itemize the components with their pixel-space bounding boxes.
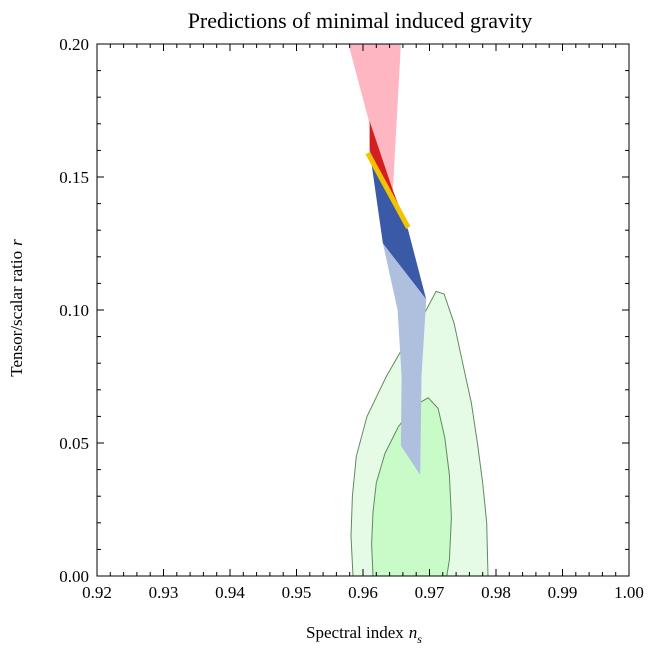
y-tick-label: 0.15 [59, 168, 89, 187]
x-axis-label-text: Spectral index [306, 623, 404, 642]
y-tick-label: 0.10 [59, 301, 89, 320]
x-axis-label-sub: s [417, 632, 422, 646]
x-tick-label: 0.98 [481, 583, 511, 602]
y-axis-label-text: Tensor/scalar ratio [7, 251, 26, 377]
x-tick-label: 0.97 [415, 583, 445, 602]
line-yellow-line [365, 151, 411, 229]
region-light-blue-band [382, 243, 427, 475]
y-tick-label: 0.20 [59, 35, 89, 54]
region-pink-band [348, 44, 401, 191]
x-tick-label: 0.93 [149, 583, 179, 602]
regions-layer [348, 44, 489, 577]
y-axis-label: Tensor/scalar ratio r [7, 239, 26, 377]
x-axis-label-var: n [409, 623, 418, 642]
x-axis-label: Spectral index ns [306, 623, 422, 646]
x-tick-label: 0.92 [82, 583, 112, 602]
x-tick-label: 0.96 [348, 583, 378, 602]
x-tick-label: 1.00 [614, 583, 644, 602]
y-tick-label: 0.05 [59, 434, 89, 453]
lines-layer [365, 151, 411, 229]
x-tick-label: 0.99 [548, 583, 578, 602]
y-axis-label-var: r [7, 239, 26, 246]
region-inner-contour [371, 397, 452, 577]
y-tick-label: 0.00 [59, 567, 89, 586]
x-tick-label: 0.94 [215, 583, 245, 602]
plot-area: 0.92 0.93 0.94 0.95 0.96 0.97 0.98 0.99 1.00 0.00… [59, 35, 644, 602]
chart-title: Predictions of minimal induced gravity [188, 8, 533, 33]
ticks-layer: 0.92 0.93 0.94 0.95 0.96 0.97 0.98 0.99 1.00 0.00… [59, 35, 644, 602]
x-tick-label: 0.95 [282, 583, 312, 602]
